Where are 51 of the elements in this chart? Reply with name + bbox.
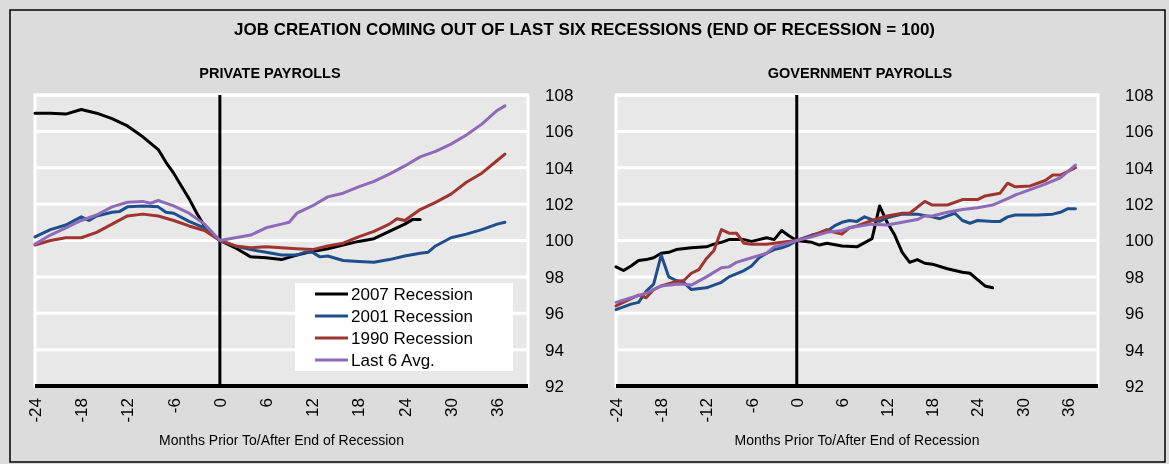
x-tick-label: -6: [742, 398, 762, 414]
y-tick-label: 102: [545, 195, 574, 215]
y-tick-label: 100: [545, 231, 574, 251]
x-axis-title: Months Prior To/After End of Recession: [159, 432, 404, 448]
y-tick-label: 108: [1125, 85, 1154, 105]
legend-label: 2007 Recession: [351, 284, 473, 304]
chart-subtitle: GOVERNMENT PAYROLLS: [767, 65, 953, 81]
x-tick-label: -12: [118, 398, 138, 423]
x-tick-label: 12: [878, 398, 898, 417]
y-tick-label: 94: [1125, 340, 1144, 360]
x-tick-label: -6: [164, 398, 184, 414]
y-tick-label: 104: [1125, 158, 1154, 178]
x-tick-label: 6: [832, 398, 852, 408]
x-tick-label: 18: [349, 398, 369, 417]
legend-label: 1990 Recession: [351, 328, 473, 348]
x-tick-label: -18: [652, 398, 672, 423]
y-tick-label: 96: [545, 304, 564, 324]
y-tick-label: 98: [1125, 267, 1144, 287]
y-tick-label: 102: [1125, 195, 1154, 215]
legend-label: 2001 Recession: [351, 306, 473, 326]
x-tick-label: 0: [210, 398, 230, 408]
x-tick-label: -12: [697, 398, 717, 423]
y-tick-label: 94: [545, 340, 564, 360]
line-series: [33, 104, 507, 246]
x-tick-label: -24: [606, 398, 626, 423]
legend-label: Last 6 Avg.: [351, 350, 435, 370]
y-tick-label: 100: [1125, 231, 1154, 251]
text: JOB CREATION COMING OUT OF LAST SIX RECESSIONS (END OF RECESSION = 100): [233, 20, 936, 39]
x-tick-label: 24: [968, 398, 988, 417]
x-axis-title: Months Prior To/After End of Recession: [734, 432, 980, 448]
y-tick-label: 106: [545, 122, 574, 142]
x-tick-label: 18: [923, 398, 943, 417]
x-tick-label: -24: [25, 398, 45, 423]
x-tick-label: 36: [1058, 398, 1078, 417]
x-tick-label: 0: [787, 398, 807, 408]
x-tick-label: 12: [303, 398, 323, 417]
x-tick-label: 24: [395, 398, 415, 417]
y-tick-label: 92: [545, 376, 564, 396]
x-tick-label: -18: [72, 398, 92, 423]
y-tick-label: 108: [545, 85, 574, 105]
y-tick-label: 104: [545, 158, 574, 178]
x-tick-label: 30: [1013, 398, 1033, 417]
y-tick-label: 92: [1125, 376, 1144, 396]
x-tick-label: 30: [441, 398, 461, 417]
y-tick-label: 98: [545, 267, 564, 287]
line-series: [33, 152, 507, 252]
x-tick-label: 36: [488, 398, 508, 417]
x-tick-label: 6: [257, 398, 277, 408]
chart-subtitle: PRIVATE PAYROLLS: [199, 65, 341, 81]
y-tick-label: 106: [1125, 122, 1154, 142]
y-tick-label: 96: [1125, 304, 1144, 324]
